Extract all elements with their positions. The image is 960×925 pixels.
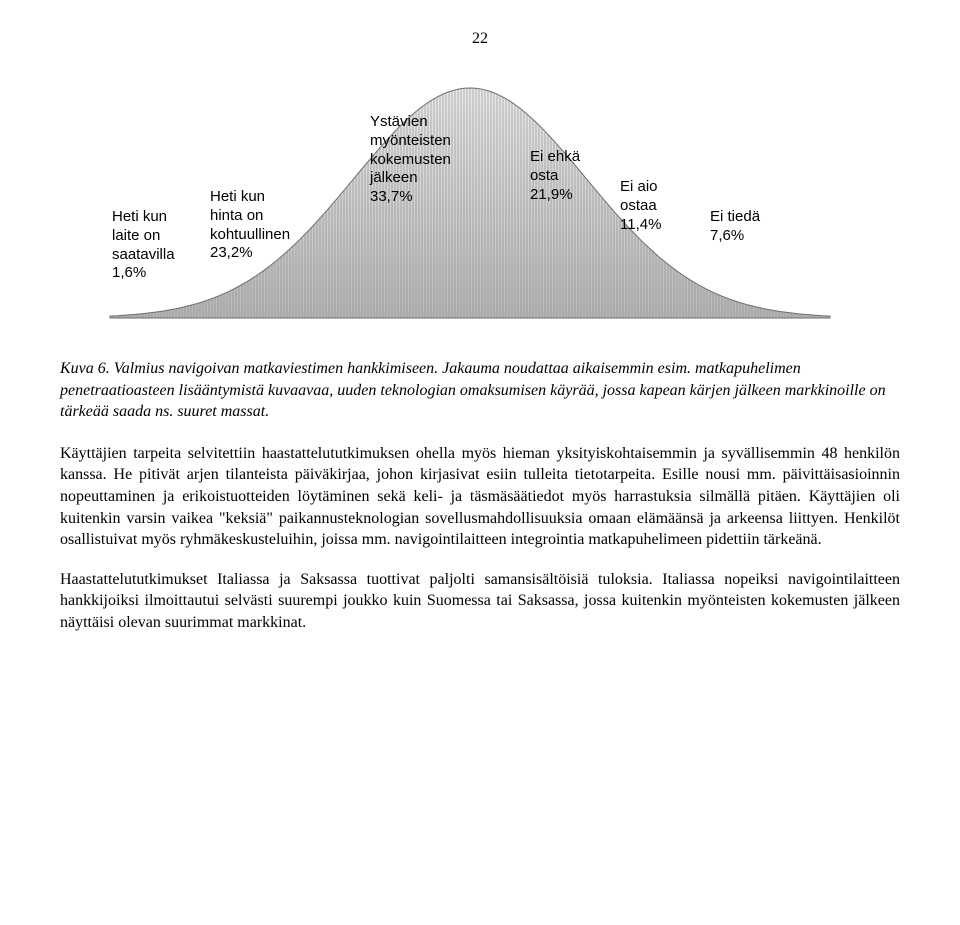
chart-label-0: Heti kunlaite onsaatavilla1,6% xyxy=(112,208,175,283)
body-paragraph-1: Käyttäjien tarpeita selvitettiin haastat… xyxy=(60,443,900,551)
chart-label-5: Ei tiedä7,6% xyxy=(710,208,760,246)
adoption-bell-chart: Heti kunlaite onsaatavilla1,6% Heti kunhi… xyxy=(90,68,850,338)
bell-curve-svg xyxy=(90,68,850,338)
body-paragraph-2: Haastattelututkimukset Italiassa ja Saks… xyxy=(60,569,900,634)
chart-label-2: Ystävienmyönteistenkokemustenjälkeen33,7… xyxy=(370,113,451,207)
chart-label-3: Ei ehkäosta21,9% xyxy=(530,148,580,204)
chart-label-1: Heti kunhinta onkohtuullinen23,2% xyxy=(210,188,290,263)
page-number: 22 xyxy=(60,30,900,48)
figure-caption: Kuva 6. Valmius navigoivan matkaviestime… xyxy=(60,358,900,423)
chart-label-4: Ei aioostaa11,4% xyxy=(620,178,661,234)
caption-prefix: Kuva 6. Valmius navigoivan matkaviestime… xyxy=(60,360,438,377)
